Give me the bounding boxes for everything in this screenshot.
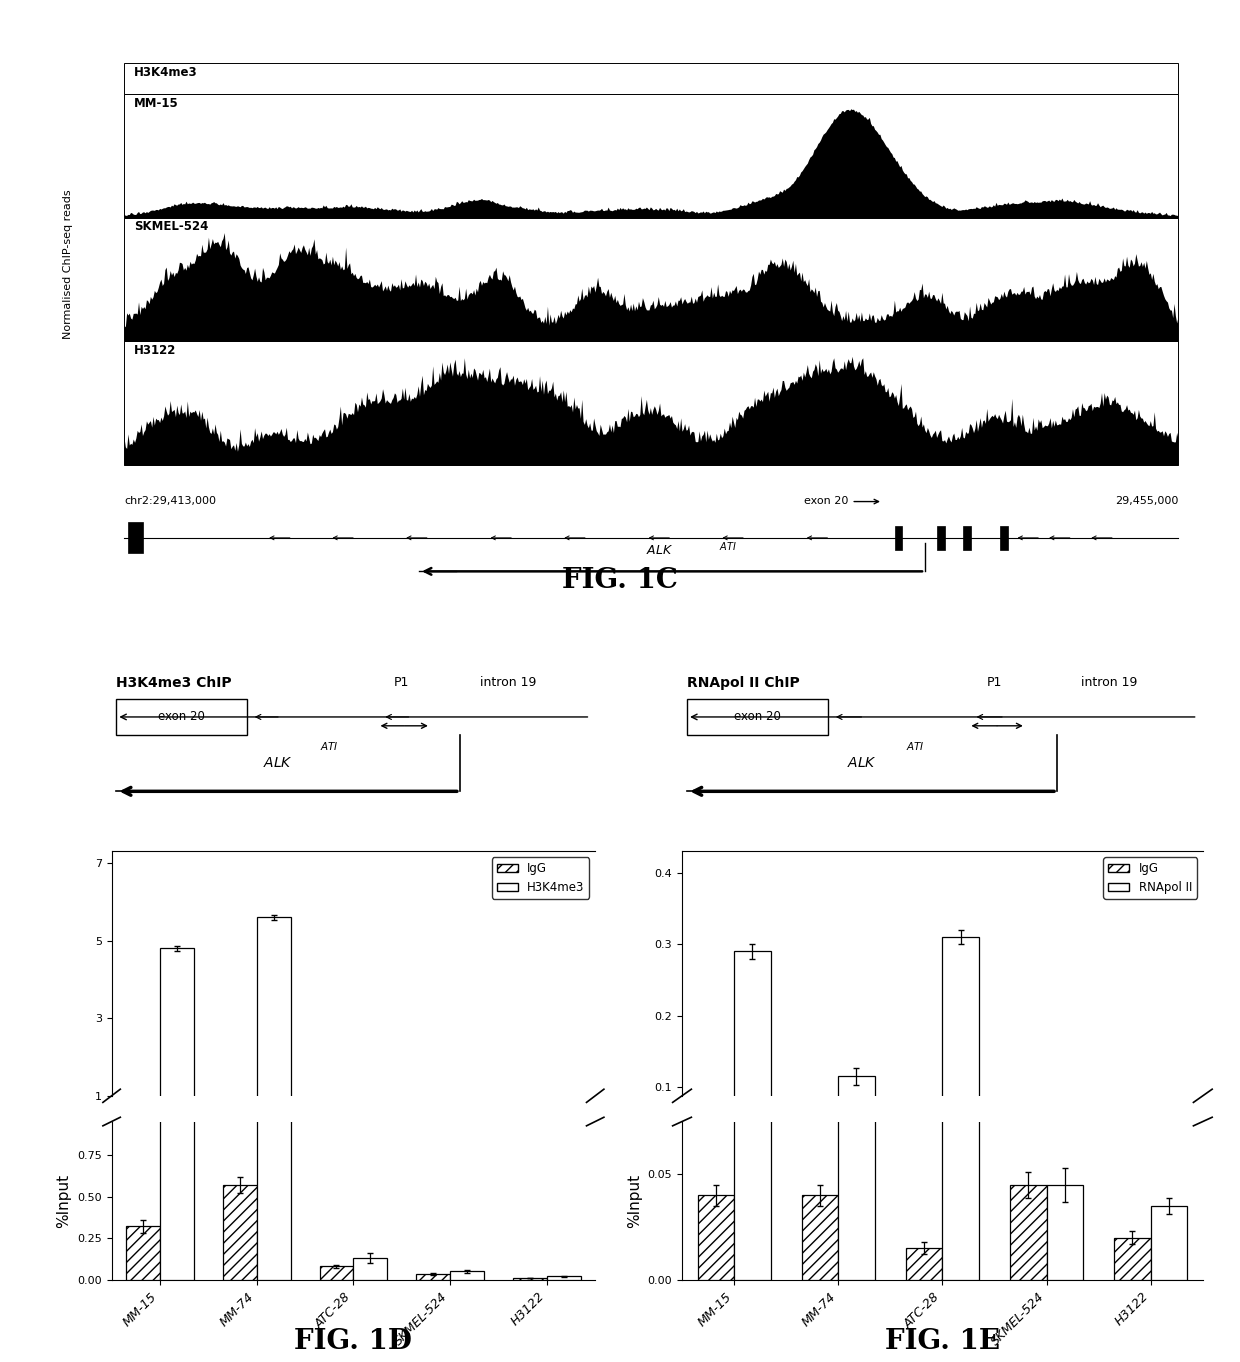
Text: FIG. 1C: FIG. 1C xyxy=(562,567,678,594)
Text: MM-15: MM-15 xyxy=(134,97,179,110)
Text: H3K4me3 ChIP: H3K4me3 ChIP xyxy=(117,676,232,691)
Bar xyxy=(1151,1133,1187,1159)
Bar xyxy=(937,526,945,550)
Text: $\mathit{ALK}$: $\mathit{ALK}$ xyxy=(646,545,673,557)
Bar xyxy=(160,481,193,1280)
Bar xyxy=(838,1036,874,1280)
Text: $\mathit{ALK}$: $\mathit{ALK}$ xyxy=(847,756,877,770)
Text: FIG. 1E: FIG. 1E xyxy=(885,1328,999,1355)
Text: intron 19: intron 19 xyxy=(1081,676,1137,689)
Text: H3122: H3122 xyxy=(134,345,176,357)
Bar xyxy=(1115,1144,1151,1159)
Bar xyxy=(124,63,1178,94)
Bar xyxy=(687,699,828,734)
Text: 29,455,000: 29,455,000 xyxy=(1115,496,1178,505)
Bar xyxy=(124,342,1178,466)
Bar xyxy=(450,1272,484,1280)
Bar xyxy=(963,526,971,550)
Bar xyxy=(353,1129,387,1135)
Bar xyxy=(942,625,978,1280)
Bar xyxy=(895,526,903,550)
Bar xyxy=(450,1133,484,1135)
Bar xyxy=(513,1278,547,1280)
Bar xyxy=(1151,1205,1187,1280)
Bar xyxy=(126,1227,160,1280)
Bar xyxy=(547,1276,580,1280)
Text: intron 19: intron 19 xyxy=(480,676,537,689)
Bar xyxy=(160,948,193,1135)
Y-axis label: %Input: %Input xyxy=(627,1174,642,1229)
Bar xyxy=(1001,526,1008,550)
Text: RNApol II ChIP: RNApol II ChIP xyxy=(687,676,800,691)
Bar xyxy=(802,1130,838,1159)
Legend: IgG, H3K4me3: IgG, H3K4me3 xyxy=(492,857,589,899)
Text: $\mathit{ALK}$: $\mathit{ALK}$ xyxy=(263,756,294,770)
Text: exon 20: exon 20 xyxy=(734,711,781,723)
Text: $\mathit{ATI}$: $\mathit{ATI}$ xyxy=(320,741,339,752)
Bar xyxy=(124,94,1178,218)
Bar xyxy=(802,1196,838,1280)
Text: $\mathit{ATI}$: $\mathit{ATI}$ xyxy=(906,741,925,752)
Bar xyxy=(734,667,770,1280)
Bar xyxy=(223,1113,257,1135)
Bar xyxy=(257,347,290,1280)
Bar xyxy=(223,1185,257,1280)
Bar xyxy=(257,917,290,1135)
Bar xyxy=(1115,1238,1151,1280)
Text: chr2:29,413,000: chr2:29,413,000 xyxy=(124,496,216,505)
Bar xyxy=(838,1076,874,1159)
Y-axis label: %Input: %Input xyxy=(57,1174,72,1229)
Bar xyxy=(906,1148,942,1159)
Legend: IgG, RNApol II: IgG, RNApol II xyxy=(1104,857,1197,899)
Bar xyxy=(124,218,1178,342)
Text: H3K4me3: H3K4me3 xyxy=(134,65,197,79)
Bar xyxy=(1047,1185,1083,1280)
Bar xyxy=(698,1130,734,1159)
Text: $\mathit{ATI}$: $\mathit{ATI}$ xyxy=(719,539,737,552)
Text: Normalised ChIP-seq reads: Normalised ChIP-seq reads xyxy=(63,189,73,339)
Text: exon 20: exon 20 xyxy=(159,711,205,723)
Bar xyxy=(906,1248,942,1280)
Text: SKMEL-524: SKMEL-524 xyxy=(134,221,208,233)
Bar xyxy=(1011,1126,1047,1159)
Bar xyxy=(126,1122,160,1135)
Text: exon 20: exon 20 xyxy=(804,496,848,505)
Bar xyxy=(1047,1126,1083,1159)
Bar xyxy=(734,951,770,1159)
Bar xyxy=(1011,1185,1047,1280)
Text: FIG. 1D: FIG. 1D xyxy=(294,1328,413,1355)
Bar xyxy=(320,1267,353,1280)
Bar xyxy=(117,699,247,734)
Bar xyxy=(320,1132,353,1135)
Bar xyxy=(417,1273,450,1280)
Bar xyxy=(353,1258,387,1280)
Bar xyxy=(942,937,978,1159)
Bar xyxy=(698,1196,734,1280)
Text: P1: P1 xyxy=(394,676,409,689)
Bar xyxy=(128,522,143,553)
Text: P1: P1 xyxy=(987,676,1002,689)
